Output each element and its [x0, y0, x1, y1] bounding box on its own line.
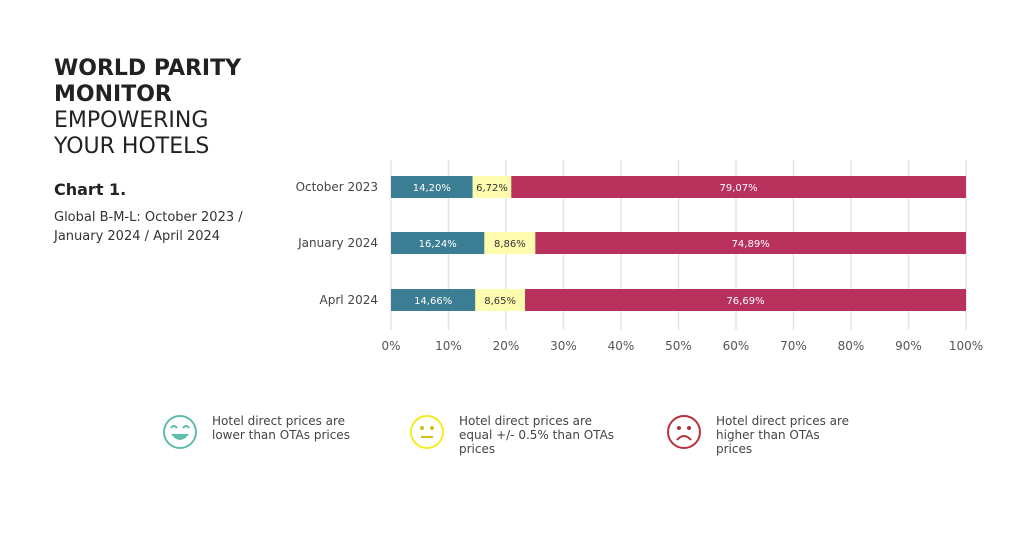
title-line: WORLD PARITY: [54, 56, 242, 81]
page-title: WORLD PARITY MONITOR EMPOWERING YOUR HOT…: [54, 56, 241, 160]
x-tick-label: 70%: [780, 339, 807, 353]
bar-segment: [472, 176, 512, 198]
bar-segment: [525, 289, 966, 311]
data-label: 6,72%: [476, 183, 508, 194]
smile-icon: [163, 415, 197, 449]
tagline-line: YOUR HOTELS: [54, 134, 210, 159]
data-label: 14,20%: [413, 183, 451, 194]
x-tick-label: 100%: [949, 339, 983, 353]
data-label: 74,89%: [732, 239, 770, 250]
bar-segment: [391, 232, 485, 254]
bar-segment: [511, 176, 966, 198]
legend-item-equal: Hotel direct prices are equal +/- 0.5% t…: [409, 414, 629, 456]
sad-face-icon: [667, 415, 701, 449]
x-tick-label: 80%: [838, 339, 865, 353]
stacked-bar-chart: 0% 10% 20% 30% 40% 50% 60% 70% 80% 90% 100% October…: [296, 160, 983, 353]
y-category-label: Aprl 2024: [320, 293, 378, 307]
x-tick-label: 0%: [381, 339, 400, 353]
y-category-label: January 2024: [297, 236, 378, 250]
legend-item-higher: Hotel direct prices are higher than OTAs…: [666, 414, 856, 456]
data-label: 16,24%: [419, 239, 457, 250]
neutral-face-icon: [410, 415, 444, 449]
legend-label: Hotel direct prices are higher than OTAs…: [716, 414, 850, 456]
x-tick-label: 10%: [435, 339, 462, 353]
x-tick-label: 50%: [665, 339, 692, 353]
x-tick-label: 60%: [723, 339, 750, 353]
title-line: MONITOR: [54, 82, 172, 107]
x-tick-label: 20%: [493, 339, 520, 353]
bar-segment: [535, 232, 966, 254]
legend-label: Hotel direct prices are lower than OTAs …: [212, 414, 350, 442]
bar-segment: [391, 176, 473, 198]
x-tick-label: 90%: [895, 339, 922, 353]
chart-label: Chart 1.: [54, 180, 127, 199]
tagline-line: EMPOWERING: [54, 108, 209, 133]
x-tick-label: 30%: [550, 339, 577, 353]
data-label: 76,69%: [726, 296, 764, 307]
bar-segment: [391, 289, 476, 311]
bar-segment: [484, 232, 536, 254]
data-label: 8,86%: [494, 239, 526, 250]
chart-subtitle: Global B-M-L: October 2023 / January 202…: [54, 210, 243, 244]
x-tick-label: 40%: [608, 339, 635, 353]
data-label: 8,65%: [484, 296, 516, 307]
y-category-label: October 2023: [296, 180, 378, 194]
data-label: 14,66%: [414, 296, 452, 307]
data-label: 79,07%: [720, 183, 758, 194]
legend-label: Hotel direct prices are equal +/- 0.5% t…: [459, 414, 615, 456]
bar-segment: [475, 289, 526, 311]
legend-item-lower: Hotel direct prices are lower than OTAs …: [162, 414, 352, 450]
